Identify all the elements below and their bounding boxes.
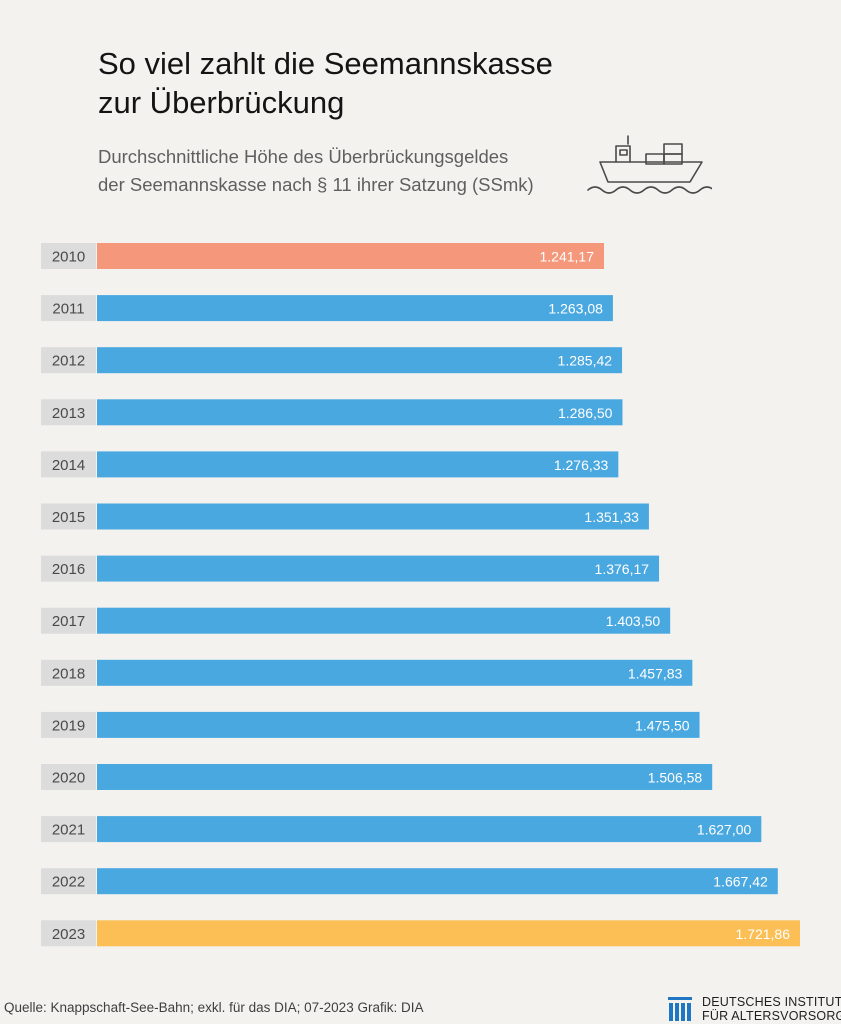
bar-chart: 2010 1.241,17 2011 1.263,08 2012 1.285,42 2013… [41,243,800,947]
year-label-box [41,503,96,530]
year-label: 2017 [52,613,85,630]
bar [97,243,604,269]
value-label: 1.403,50 [606,613,661,629]
year-label-box [41,868,96,895]
bar [97,659,693,686]
chart-subtitle: Durchschnittliche Höhe des Überbrückungs… [98,146,534,195]
year-label-box [41,764,96,790]
value-label: 1.351,33 [584,509,639,525]
year-label-box [41,816,96,843]
year-label-box [41,555,96,582]
cargo-ship-icon [587,135,712,194]
year-label-box [41,659,96,686]
year-label: 2023 [52,926,85,943]
value-label: 1.627,00 [697,822,752,838]
bar [97,607,671,634]
bar [97,868,778,895]
value-label: 1.286,50 [558,405,613,421]
year-label-box [41,347,96,374]
value-label: 1.721,86 [736,926,791,942]
bar [97,764,713,790]
year-label: 2016 [52,561,85,578]
year-label: 2019 [52,717,85,734]
bar [97,451,619,478]
year-label: 2011 [52,301,84,318]
bar [97,399,623,426]
bar [97,295,613,322]
bar [97,920,800,947]
value-label: 1.506,58 [648,770,703,786]
year-label-box [41,399,96,426]
logo-line-1: DEUTSCHES INSTITUT [702,995,841,1009]
value-label: 1.263,08 [548,301,603,317]
institute-logo-icon [668,997,692,1021]
bar [97,816,762,843]
value-label: 1.376,17 [595,561,650,577]
bar [97,711,700,738]
source-note: Quelle: Knappschaft-See-Bahn; exkl. für … [4,1000,424,1015]
year-label: 2010 [52,249,85,266]
year-label: 2021 [52,822,85,839]
year-label: 2020 [52,770,85,787]
value-label: 1.276,33 [554,457,609,473]
dia-logo: DEUTSCHES INSTITUT FÜR ALTERSVORSORGE [668,994,841,1024]
value-label: 1.475,50 [635,717,690,733]
year-label-box [41,451,96,478]
chart-title: So viel zahlt die Seemannskasse zur Über… [98,46,553,120]
year-label: 2012 [52,353,85,370]
year-label: 2022 [52,874,85,891]
year-label-box [41,711,96,738]
year-label-box [41,295,96,322]
year-label-box [41,607,96,634]
bar [97,503,649,530]
value-label: 1.241,17 [540,249,595,265]
year-label: 2013 [52,405,85,422]
logo-line-2: FÜR ALTERSVORSORGE [702,1009,841,1023]
year-label: 2014 [52,457,85,474]
value-label: 1.457,83 [628,665,683,681]
year-label: 2018 [52,665,85,682]
bar [97,347,623,374]
value-label: 1.667,42 [713,874,768,890]
value-label: 1.285,42 [558,353,613,369]
bar [97,555,660,582]
year-label-box [41,243,96,269]
year-label-box [41,920,96,947]
year-label: 2015 [52,509,85,526]
